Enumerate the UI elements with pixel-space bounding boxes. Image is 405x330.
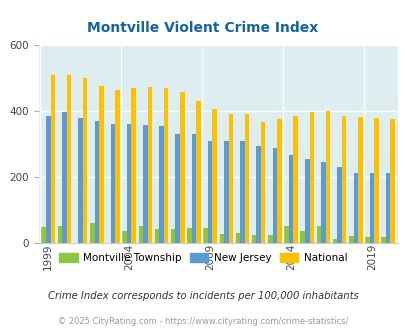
- Bar: [62, 112, 66, 243]
- Bar: [78, 118, 83, 243]
- Bar: [357, 117, 362, 243]
- Bar: [300, 231, 304, 243]
- Bar: [390, 119, 394, 243]
- Bar: [41, 227, 46, 243]
- Bar: [292, 116, 297, 243]
- Bar: [244, 114, 249, 243]
- Bar: [83, 78, 87, 243]
- Bar: [212, 109, 216, 243]
- Bar: [179, 92, 184, 243]
- Bar: [364, 237, 369, 243]
- Bar: [304, 159, 309, 243]
- Bar: [219, 234, 224, 243]
- Bar: [191, 134, 196, 243]
- Bar: [147, 87, 152, 243]
- Bar: [131, 88, 136, 243]
- Bar: [251, 235, 256, 243]
- Bar: [50, 75, 55, 243]
- Bar: [164, 88, 168, 243]
- Bar: [325, 111, 329, 243]
- Bar: [235, 233, 240, 243]
- Bar: [380, 237, 385, 243]
- Bar: [66, 75, 71, 243]
- Bar: [320, 162, 325, 243]
- Bar: [115, 90, 119, 243]
- Bar: [196, 101, 200, 243]
- Bar: [99, 86, 103, 243]
- Bar: [240, 141, 244, 243]
- Bar: [332, 239, 337, 243]
- Bar: [369, 173, 373, 243]
- Bar: [267, 235, 272, 243]
- Bar: [288, 155, 292, 243]
- Bar: [385, 173, 390, 243]
- Bar: [127, 124, 131, 243]
- Text: Crime Index corresponds to incidents per 100,000 inhabitants: Crime Index corresponds to incidents per…: [47, 291, 358, 301]
- Bar: [175, 134, 179, 243]
- Bar: [337, 167, 341, 243]
- Bar: [207, 141, 212, 243]
- Bar: [203, 228, 207, 243]
- Bar: [171, 229, 175, 243]
- Bar: [348, 236, 353, 243]
- Text: Montville Violent Crime Index: Montville Violent Crime Index: [87, 21, 318, 35]
- Bar: [284, 226, 288, 243]
- Bar: [309, 112, 313, 243]
- Bar: [46, 115, 50, 243]
- Legend: Montville Township, New Jersey, National: Montville Township, New Jersey, National: [55, 248, 350, 267]
- Bar: [90, 223, 94, 243]
- Bar: [316, 226, 320, 243]
- Bar: [228, 114, 232, 243]
- Bar: [373, 118, 378, 243]
- Bar: [94, 121, 99, 243]
- Bar: [111, 124, 115, 243]
- Bar: [154, 229, 159, 243]
- Bar: [353, 173, 357, 243]
- Bar: [159, 126, 164, 243]
- Text: © 2025 CityRating.com - https://www.cityrating.com/crime-statistics/: © 2025 CityRating.com - https://www.city…: [58, 317, 347, 326]
- Bar: [122, 231, 127, 243]
- Bar: [58, 226, 62, 243]
- Bar: [138, 226, 143, 243]
- Bar: [341, 115, 345, 243]
- Bar: [224, 141, 228, 243]
- Bar: [260, 122, 265, 243]
- Bar: [187, 228, 191, 243]
- Bar: [272, 148, 277, 243]
- Bar: [277, 119, 281, 243]
- Bar: [256, 146, 260, 243]
- Bar: [143, 125, 147, 243]
